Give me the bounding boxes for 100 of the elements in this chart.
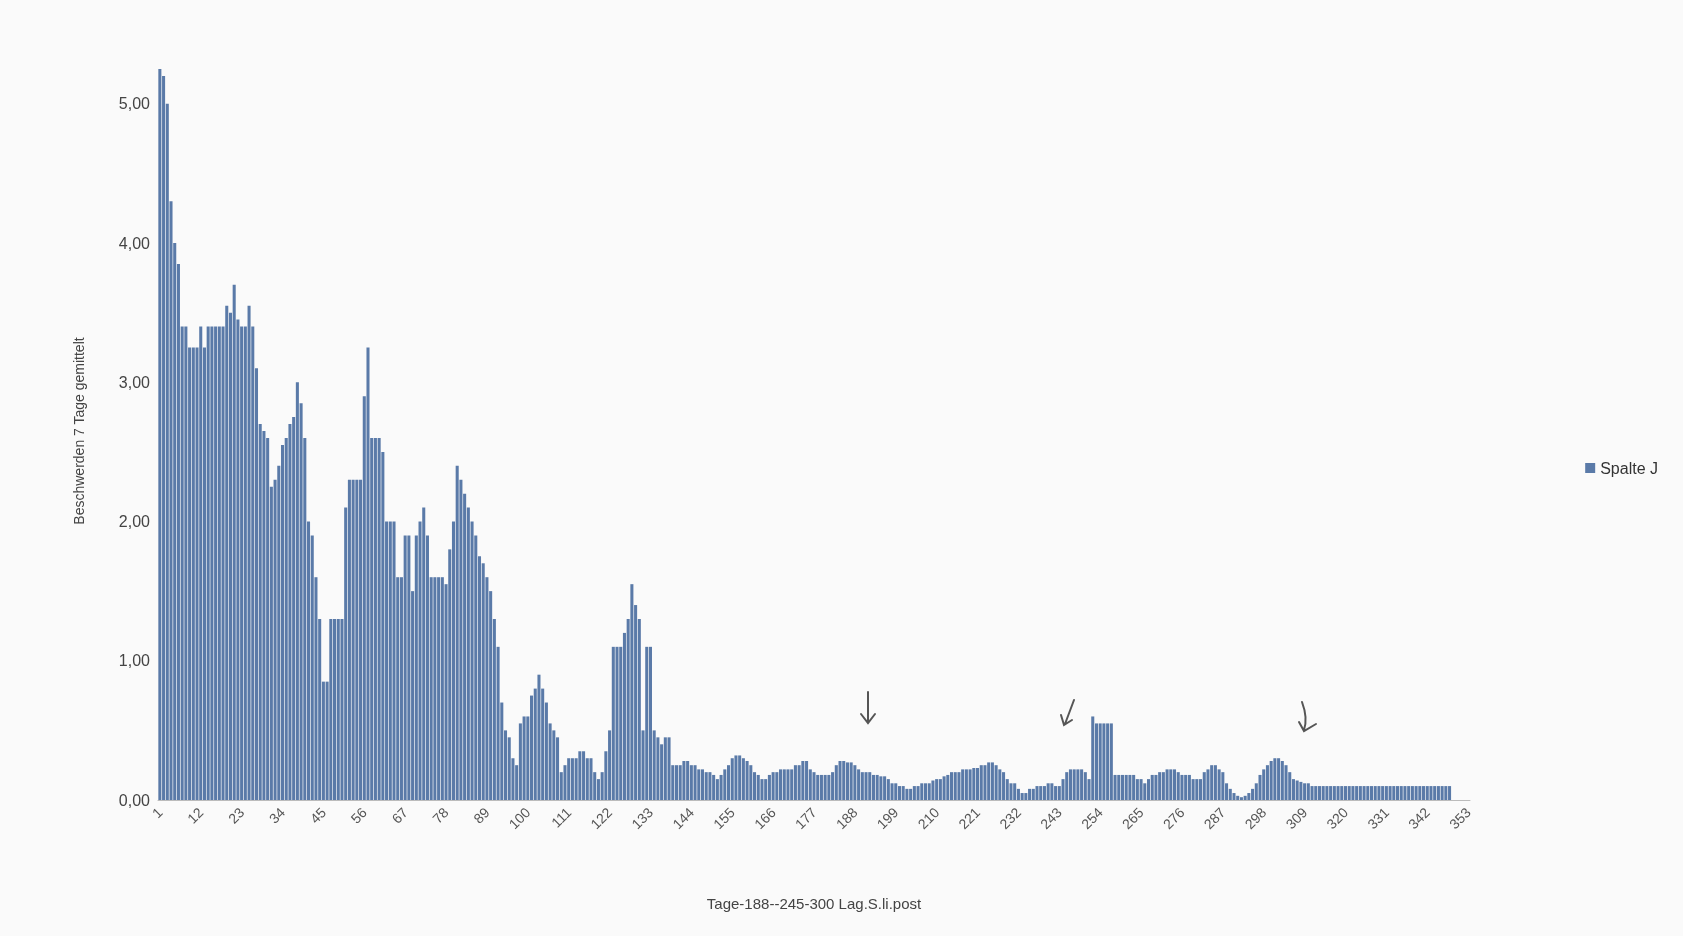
bar	[834, 765, 838, 800]
bar	[976, 767, 980, 800]
bar	[210, 326, 214, 800]
bar	[883, 776, 887, 800]
x-tick-label: 1	[148, 804, 166, 822]
bar	[1009, 783, 1013, 800]
bar	[678, 765, 682, 800]
bar	[1146, 779, 1151, 800]
bar	[712, 774, 716, 800]
bar	[1403, 786, 1407, 800]
x-tick-label: 353	[1445, 804, 1474, 833]
bar	[879, 776, 883, 800]
x-tick-label: 34	[265, 804, 289, 827]
bar	[347, 479, 351, 800]
x-tick-label: 265	[1118, 804, 1147, 833]
bar	[184, 326, 188, 800]
bar	[745, 761, 749, 800]
bar	[1091, 716, 1095, 800]
bar	[1120, 774, 1125, 800]
bar	[756, 774, 760, 800]
bar	[1076, 769, 1080, 800]
bar	[1429, 786, 1433, 800]
bar	[1239, 797, 1243, 800]
bar	[1232, 793, 1236, 800]
y-tick-label: 3,00	[118, 373, 151, 391]
bar	[946, 774, 950, 800]
bar	[1213, 765, 1217, 800]
bar	[760, 779, 764, 800]
bar	[853, 765, 857, 800]
bar	[905, 788, 909, 800]
x-axis-title: Tage-188--245-300 Lag.S.li.post	[706, 895, 922, 912]
bar	[845, 762, 849, 800]
bar	[1396, 786, 1400, 800]
bar	[953, 772, 957, 800]
bar	[1243, 795, 1247, 800]
bar	[1343, 786, 1348, 800]
bar	[968, 769, 972, 800]
bar	[927, 783, 931, 800]
bar	[247, 305, 251, 800]
bar	[674, 765, 679, 800]
bar	[1046, 783, 1050, 800]
bar	[730, 758, 734, 800]
bar	[589, 758, 593, 800]
bar	[582, 751, 586, 800]
bar	[1065, 772, 1069, 800]
bar	[1072, 769, 1076, 800]
bar	[704, 772, 708, 800]
bar	[1384, 786, 1388, 800]
bar	[578, 751, 582, 800]
bar	[1206, 769, 1210, 800]
bar	[816, 774, 820, 800]
bar	[693, 765, 697, 800]
bar	[827, 774, 831, 800]
bar	[1098, 723, 1102, 800]
bar	[894, 783, 898, 800]
bar	[1221, 772, 1225, 800]
bar	[1124, 774, 1128, 800]
x-tick-label: 133	[628, 804, 657, 833]
bar	[912, 786, 916, 800]
bar	[979, 765, 983, 800]
bar	[1410, 786, 1414, 800]
bar	[1433, 786, 1437, 800]
bar	[355, 479, 359, 800]
bar	[782, 769, 786, 800]
bar	[994, 765, 998, 800]
bar	[333, 618, 337, 800]
bar	[1392, 786, 1396, 800]
y-tick-label: 1,00	[118, 652, 151, 670]
bar	[972, 767, 976, 800]
bar	[987, 762, 991, 800]
bar	[1280, 761, 1284, 800]
bar	[1329, 786, 1333, 800]
bar	[567, 758, 571, 800]
bar	[1236, 795, 1240, 800]
bar	[437, 577, 441, 800]
bar	[1135, 779, 1139, 800]
bar	[771, 772, 775, 800]
bar	[868, 772, 872, 800]
bar	[779, 769, 783, 800]
bar	[388, 521, 392, 800]
bar	[1448, 786, 1452, 800]
bar	[1210, 765, 1214, 800]
bar	[805, 761, 809, 800]
bar	[351, 479, 355, 800]
bar	[570, 758, 574, 800]
bar	[1117, 774, 1121, 800]
bar	[667, 737, 671, 800]
x-tick-label: 45	[306, 804, 330, 827]
bar	[199, 326, 203, 800]
bar	[336, 618, 340, 800]
bar	[961, 769, 965, 800]
bar	[1031, 788, 1035, 800]
bar	[422, 507, 426, 800]
bar	[1425, 786, 1429, 800]
bar	[1366, 786, 1370, 800]
bar	[857, 769, 861, 800]
bar	[801, 761, 805, 800]
x-tick-label: 89	[470, 804, 493, 827]
bar	[377, 437, 381, 800]
bar	[931, 780, 935, 800]
